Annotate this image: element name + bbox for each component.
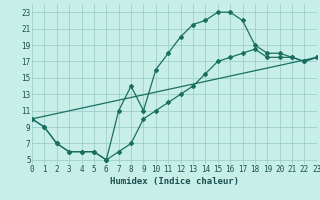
X-axis label: Humidex (Indice chaleur): Humidex (Indice chaleur) bbox=[110, 177, 239, 186]
